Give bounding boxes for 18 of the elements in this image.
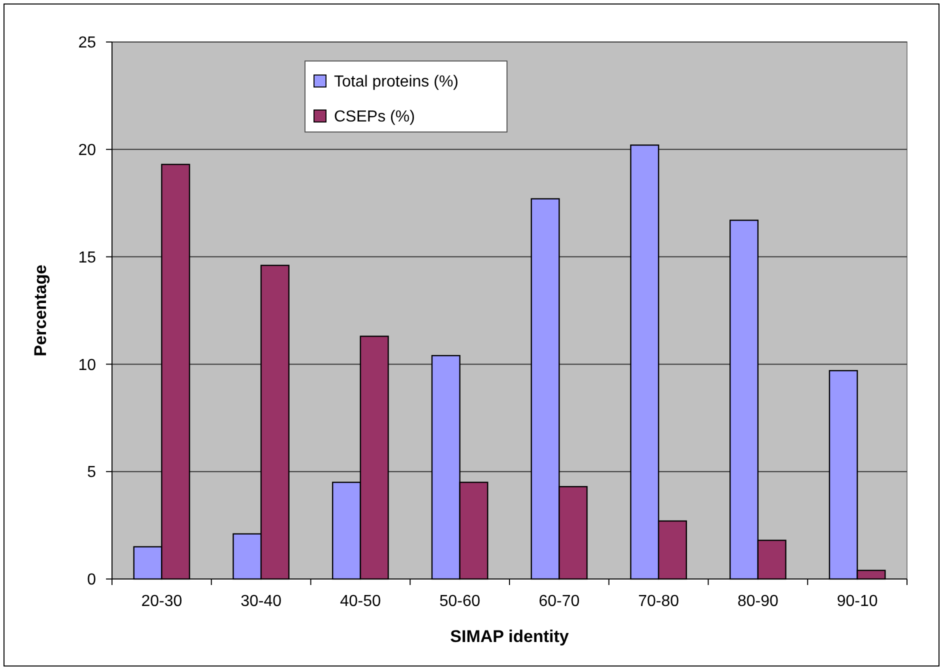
x-tick-label: 60-70 [538,593,580,610]
x-tick-label: 50-60 [439,593,480,610]
y-tick-label: 25 [78,34,96,52]
y-axis-title: Percentage [31,264,50,356]
x-tick-label: 70-80 [638,593,680,610]
legend-label: CSEPs (%) [334,108,415,126]
legend-label: Total proteins (%) [334,74,458,91]
x-tick-label: 80-90 [737,593,778,610]
y-tick-label: 0 [87,572,96,589]
y-tick-label: 5 [87,464,96,482]
x-axis-title: SIMAP identity [450,627,570,646]
x-tick-label: 30-40 [240,593,282,610]
x-tick-label: 20-30 [141,593,182,610]
x-tick-label: 40-50 [340,593,381,610]
x-tick-label: 90-10 [836,593,878,610]
y-tick-label: 20 [78,142,96,159]
y-tick-label: 10 [78,356,96,374]
y-tick-label: 15 [78,249,96,266]
